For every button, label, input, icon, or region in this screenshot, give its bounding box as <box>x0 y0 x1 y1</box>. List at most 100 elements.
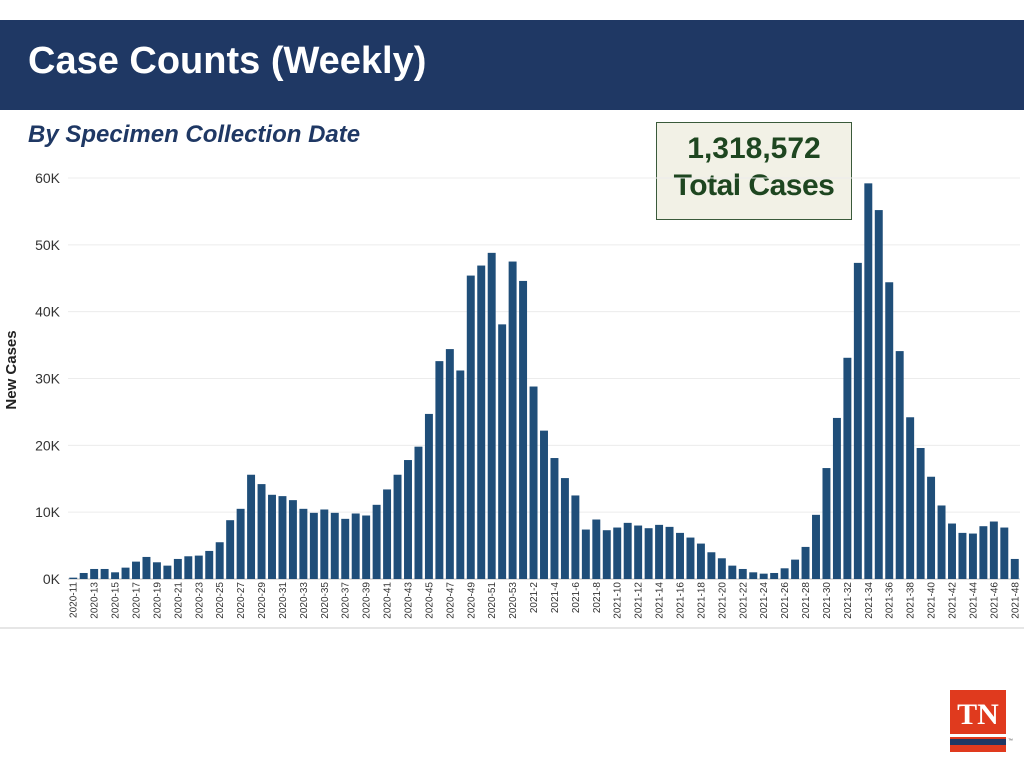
bar <box>843 357 852 579</box>
bar <box>404 460 412 579</box>
bar <box>937 505 946 579</box>
bar <box>707 552 716 579</box>
bar <box>132 561 140 579</box>
y-tick-label: 40K <box>35 304 61 320</box>
bar <box>278 496 287 579</box>
x-tick-label: 2020-15 <box>111 582 122 619</box>
bar <box>435 361 444 579</box>
tn-logo-text: TN <box>957 698 999 731</box>
x-tick-label: 2021-10 <box>613 582 624 619</box>
bar <box>351 513 360 579</box>
bar <box>927 476 936 579</box>
bar <box>592 519 601 579</box>
bar <box>634 525 643 579</box>
bar <box>759 573 768 579</box>
y-tick-label: 60K <box>35 170 61 186</box>
bar <box>581 529 590 579</box>
bar <box>623 522 632 579</box>
x-tick-label: 2021-16 <box>676 582 687 619</box>
bar <box>853 262 862 579</box>
bar <box>288 500 297 579</box>
bar <box>299 508 308 579</box>
bar <box>257 484 266 579</box>
x-tick-label: 2021-8 <box>592 582 603 614</box>
x-tick-label: 2021-28 <box>801 582 812 619</box>
total-cases-box: 1,318,572 Total Cases <box>656 122 852 220</box>
bar <box>770 572 779 579</box>
bar <box>519 280 528 579</box>
x-tick-label: 2021-26 <box>780 582 791 619</box>
tn-logo-stripe-blue <box>950 739 1006 745</box>
x-tick-label: 2020-33 <box>299 582 310 619</box>
bar <box>142 556 151 579</box>
x-tick-label: 2020-29 <box>257 582 268 619</box>
bar <box>341 518 350 579</box>
bar <box>874 210 883 579</box>
bar <box>801 546 810 579</box>
bar <box>247 474 256 579</box>
x-tick-label: 2020-19 <box>152 582 163 619</box>
bar <box>456 370 465 579</box>
x-tick-label: 2021-4 <box>550 582 561 614</box>
bar <box>895 351 904 579</box>
x-tick-label: 2021-30 <box>822 582 833 619</box>
y-tick-label: 10K <box>35 504 61 520</box>
y-tick-label: 20K <box>35 437 61 453</box>
x-tick-label: 2020-49 <box>466 582 477 619</box>
bar <box>550 458 559 579</box>
bar <box>780 568 789 579</box>
bar <box>69 577 78 579</box>
bar <box>812 514 820 579</box>
total-cases-label: Total Cases <box>673 169 835 202</box>
bar <box>832 417 841 579</box>
tn-logo: TN <box>950 690 1006 752</box>
bar <box>320 509 329 579</box>
x-tick-label: 2021-18 <box>696 582 707 619</box>
bar <box>906 417 915 579</box>
x-tick-label: 2021-14 <box>655 582 666 619</box>
x-tick-label: 2020-25 <box>215 582 226 619</box>
bar <box>372 504 381 579</box>
x-tick-label: 2021-40 <box>927 582 938 619</box>
bar <box>268 494 276 579</box>
bar <box>330 512 339 579</box>
bar <box>602 530 611 579</box>
bar <box>644 528 653 579</box>
x-tick-label: 2020-31 <box>278 582 289 619</box>
x-tick-label: 2020-51 <box>487 582 498 619</box>
bar <box>184 556 193 579</box>
bar <box>948 523 956 579</box>
bar <box>309 512 318 579</box>
bar <box>749 572 758 579</box>
bar <box>968 533 977 579</box>
bar <box>424 413 433 579</box>
bar <box>508 261 517 579</box>
x-tick-label: 2021-46 <box>989 582 1000 619</box>
bar <box>613 527 622 579</box>
bar <box>958 532 967 579</box>
bar <box>362 515 371 579</box>
bar <box>1000 527 1009 579</box>
bar <box>540 430 548 579</box>
x-tick-label: 2020-53 <box>508 582 519 619</box>
y-tick-label: 50K <box>35 237 61 253</box>
bar <box>791 559 800 579</box>
bar <box>383 489 392 579</box>
bar <box>696 543 705 579</box>
bar <box>686 537 695 579</box>
x-tick-label: 2020-37 <box>341 582 352 619</box>
x-tick-label: 2021-32 <box>843 582 854 619</box>
bar <box>236 508 245 579</box>
x-tick-label: 2021-24 <box>759 582 770 619</box>
bar <box>676 532 684 579</box>
y-axis-ticks: 0K 10K 20K 30K 40K 50K 60K <box>35 170 61 587</box>
bar <box>498 324 507 579</box>
bar <box>979 526 988 579</box>
bar <box>121 567 130 579</box>
bar <box>655 524 664 579</box>
x-tick-label: 2020-47 <box>445 582 456 619</box>
x-tick-label: 2021-2 <box>529 582 540 614</box>
bar <box>989 521 998 579</box>
x-tick-label: 2021-20 <box>717 582 728 619</box>
